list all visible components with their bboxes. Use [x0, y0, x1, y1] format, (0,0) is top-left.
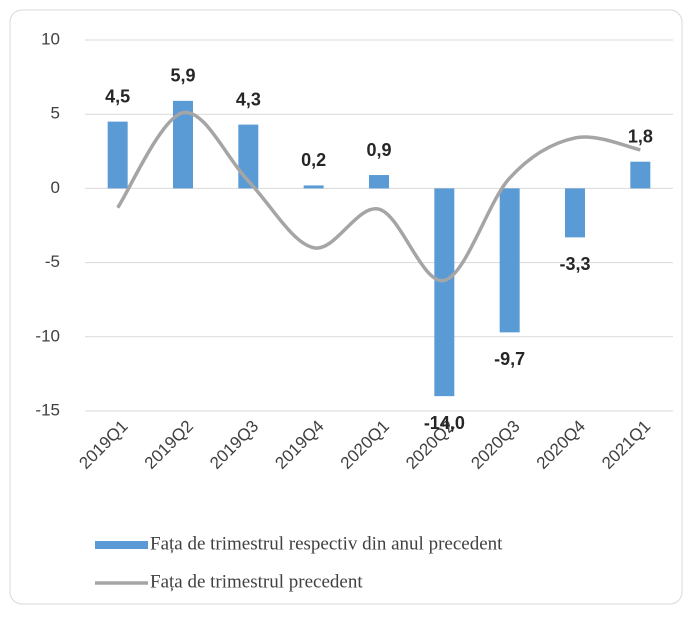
bar — [173, 100, 193, 189]
bar — [499, 188, 520, 333]
data-label: 4,3 — [236, 89, 261, 109]
legend-label: Fața de trimestrul precedent — [150, 571, 363, 592]
data-label: -3,3 — [559, 254, 590, 274]
y-tick-label: 10 — [41, 29, 60, 48]
y-tick-label: 5 — [51, 104, 60, 123]
data-label: 0,9 — [366, 140, 391, 160]
y-tick-label: -10 — [35, 326, 60, 345]
legend-label: Fața de trimestrul respectiv din anul pr… — [150, 533, 503, 554]
bar — [630, 161, 651, 189]
data-label: 4,5 — [105, 86, 130, 106]
bar — [369, 175, 389, 189]
legend-swatch — [95, 541, 148, 549]
data-label: -9,7 — [494, 349, 525, 369]
line — [116, 110, 641, 283]
y-tick-label: -5 — [45, 252, 60, 271]
data-label: 1,8 — [628, 126, 653, 146]
y-tick-label: 0 — [51, 178, 60, 197]
bar — [434, 188, 455, 397]
bar — [565, 188, 585, 238]
data-label: 5,9 — [170, 66, 195, 86]
bar — [107, 121, 128, 189]
data-label: 0,2 — [301, 150, 326, 170]
bar — [303, 185, 324, 189]
y-tick-label: -15 — [35, 400, 60, 419]
data-label: -14,0 — [424, 413, 465, 433]
bar — [238, 124, 259, 189]
